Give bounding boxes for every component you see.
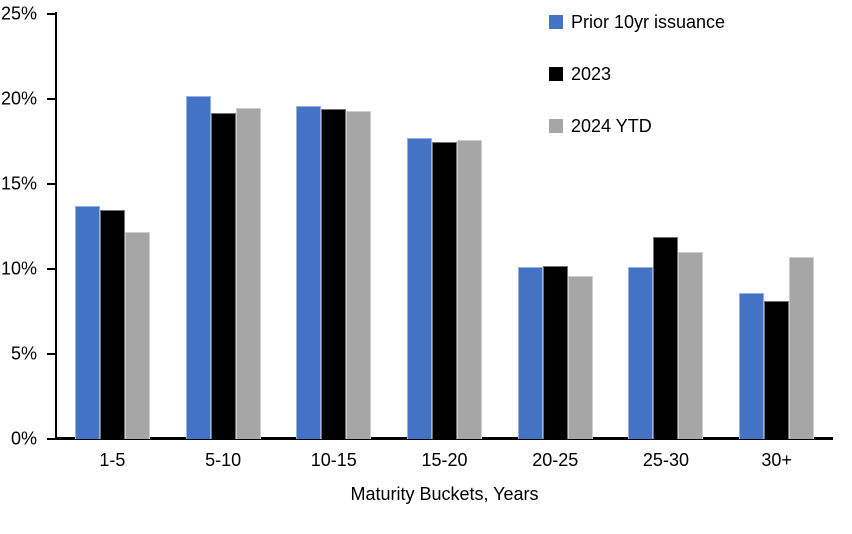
bar-2024-ytd-5-10: [235, 107, 261, 439]
bar-2024-ytd-15-20: [457, 139, 483, 439]
bar-2023-5-10: [210, 112, 236, 439]
x-tick-label-15-20: 15-20: [421, 450, 468, 470]
y-tick-label: 25%: [0, 4, 46, 25]
y-tick-mark: [47, 353, 55, 355]
legend-label: 2024 YTD: [571, 115, 652, 136]
bar-group-20-25: [500, 14, 611, 439]
y-axis: [55, 12, 57, 439]
y-tick-label: 20%: [0, 89, 46, 110]
legend-item-2023: 2023: [549, 60, 725, 88]
y-tick-label-text: 25%: [0, 3, 37, 24]
y-tick-label: 15%: [0, 174, 46, 195]
bar-group-1-5: [57, 14, 168, 439]
bar-prior-10yr-issuance-25-30: [628, 267, 654, 439]
legend-item-prior-10yr-issuance: Prior 10yr issuance: [549, 8, 725, 36]
bar-2023-10-15: [321, 109, 347, 439]
x-tick-label-1-5: 1-5: [99, 450, 126, 470]
bar-prior-10yr-issuance-20-25: [517, 267, 543, 439]
bar-2023-20-25: [542, 265, 568, 439]
bar-2023-25-30: [653, 236, 679, 439]
y-tick-mark: [47, 438, 55, 440]
y-tick-mark: [47, 183, 55, 185]
y-tick-label: 10%: [0, 259, 46, 280]
x-axis-title: Maturity Buckets, Years: [350, 484, 539, 504]
legend-swatch-icon: [549, 119, 563, 133]
bar-group-30+: [721, 14, 832, 439]
y-tick-mark: [47, 98, 55, 100]
bar-group-15-20: [389, 14, 500, 439]
y-tick-label: 0%: [0, 429, 46, 450]
legend-label: 2023: [571, 63, 612, 84]
x-tick-label-5-10: 5-10: [205, 450, 242, 470]
bar-2023-1-5: [99, 209, 125, 439]
bar-groups: [57, 14, 832, 439]
x-tick-label-25-30: 25-30: [642, 450, 689, 470]
legend-swatch-icon: [549, 15, 563, 29]
bar-prior-10yr-issuance-5-10: [185, 95, 211, 439]
y-tick-label: 5%: [0, 344, 46, 365]
legend-item-2024-ytd: 2024 YTD: [549, 112, 725, 140]
bar-prior-10yr-issuance-15-20: [407, 138, 433, 439]
x-tick-label-10-15: 10-15: [310, 450, 357, 470]
x-tick-label-20-25: 20-25: [532, 450, 579, 470]
y-tick-label-text: 0%: [10, 428, 37, 449]
bar-2024-ytd-10-15: [346, 110, 372, 439]
bar-2024-ytd-30+: [789, 257, 815, 439]
bar-2024-ytd-1-5: [124, 231, 150, 439]
bar-2023-30+: [764, 301, 790, 439]
y-tick-label-text: 5%: [10, 343, 37, 364]
legend-label: Prior 10yr issuance: [571, 11, 726, 32]
x-axis-labels: 1-5 5-10 10-15 15-20 20-25 25-30 30+: [57, 450, 832, 471]
bar-2023-15-20: [432, 141, 458, 439]
bar-prior-10yr-issuance-30+: [739, 292, 765, 439]
bar-2024-ytd-20-25: [567, 275, 593, 439]
y-tick-label-text: 20%: [0, 88, 37, 109]
y-tick-mark: [47, 13, 55, 15]
y-tick-label-text: 15%: [0, 173, 37, 194]
bar-group-5-10: [168, 14, 279, 439]
bar-group-25-30: [611, 14, 722, 439]
bar-group-10-15: [278, 14, 389, 439]
bar-prior-10yr-issuance-10-15: [296, 105, 322, 439]
bar-2024-ytd-25-30: [678, 252, 704, 439]
y-tick-mark: [47, 268, 55, 270]
legend-swatch-icon: [549, 67, 563, 81]
bar-prior-10yr-issuance-1-5: [74, 206, 100, 439]
x-tick-label-30+: 30+: [761, 450, 792, 470]
y-tick-label-text: 10%: [0, 258, 37, 279]
legend: Prior 10yr issuance 2023 2024 YTD: [549, 8, 725, 164]
